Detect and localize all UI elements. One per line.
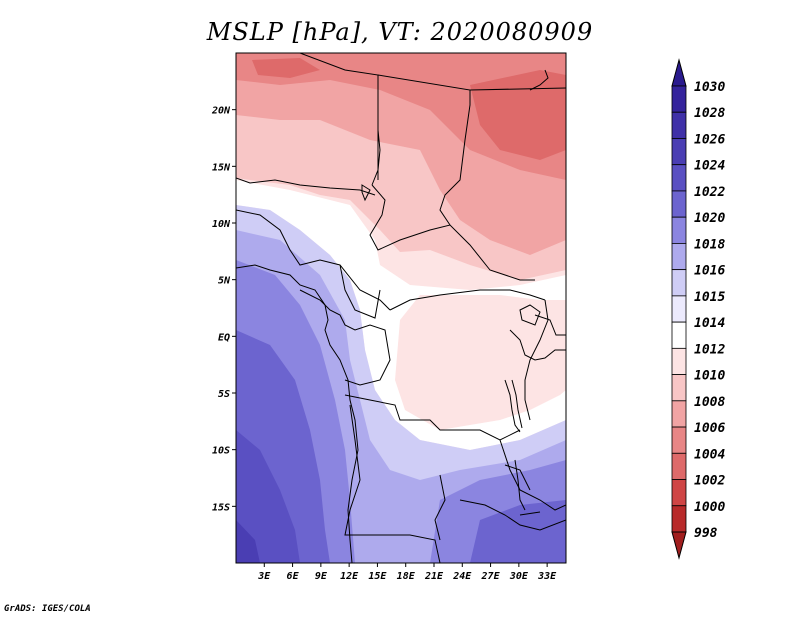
map-frame <box>235 52 567 564</box>
colorbar-label: 1014 <box>694 316 725 331</box>
lon-tick-label: 12E <box>340 571 359 582</box>
lat-tick-label: EQ <box>218 332 230 343</box>
lon-tick-label: 21E <box>424 571 444 582</box>
colorbar-segment <box>671 164 687 192</box>
colorbar-label: 1026 <box>694 132 725 147</box>
colorbar-segment <box>671 85 687 113</box>
colorbar-segment <box>671 295 687 323</box>
colorbar-segment <box>671 111 687 139</box>
colorbar-segment <box>671 505 687 533</box>
lat-tick-label: 10S <box>212 446 230 457</box>
colorbar-label: 1022 <box>694 185 725 200</box>
lon-tick-label: 27E <box>481 571 501 582</box>
colorbar-label: 1010 <box>694 369 725 384</box>
country-borders <box>236 53 566 563</box>
colorbar-segment <box>671 138 687 166</box>
colorbar-segment <box>671 479 687 507</box>
grads-credit: GrADS: IGES/COLA <box>4 604 91 614</box>
lat-tick-label: 5N <box>218 276 231 287</box>
lon-tick-label: 33E <box>537 571 557 582</box>
colorbar-label: 1030 <box>694 80 725 95</box>
colorbar-segment <box>671 452 687 480</box>
lon-tick-label: 3E <box>257 571 271 582</box>
colorbar-label: 1008 <box>694 395 725 410</box>
colorbar-label: 1002 <box>694 474 725 489</box>
colorbar-label: 1024 <box>694 159 725 174</box>
colorbar-segment <box>671 190 687 218</box>
colorbar-label: 1018 <box>694 237 725 252</box>
lon-tick-label: 9E <box>315 571 328 582</box>
colorbar-label: 998 <box>694 526 718 541</box>
colorbar-label: 1012 <box>694 342 725 357</box>
colorbar-label: 1015 <box>694 290 725 305</box>
colorbar-bottom-arrow <box>671 531 687 560</box>
map-title: MSLP [hPa], VT: 2020080909 <box>206 18 594 46</box>
lon-tick-label: 18E <box>397 571 416 582</box>
lat-tick-label: 5S <box>218 389 230 400</box>
colorbar-segment <box>671 216 687 244</box>
colorbar-top-arrow <box>671 58 687 87</box>
lat-tick-label: 10N <box>212 219 231 230</box>
colorbar-label: 1000 <box>694 500 725 515</box>
colorbar-label: 1028 <box>694 106 725 121</box>
colorbar-label: 1020 <box>694 211 725 226</box>
colorbar-segment <box>671 374 687 402</box>
coastlines <box>236 69 549 563</box>
colorbar-label: 1006 <box>694 421 725 436</box>
colorbar-segment <box>671 347 687 375</box>
lon-tick-label: 24E <box>452 571 472 582</box>
colorbar-segment <box>671 426 687 454</box>
lat-tick-label: 15S <box>212 502 230 513</box>
colorbar-segment <box>671 400 687 428</box>
lon-tick-label: 30E <box>509 571 529 582</box>
colorbar-segment <box>671 321 687 349</box>
lon-tick-label: 15E <box>368 571 387 582</box>
colorbar-segment <box>671 243 687 271</box>
colorbar-label: 1016 <box>694 264 725 279</box>
latitude-axis: 20N 15N 10N 5N EQ 5S 10S 15S <box>211 106 236 513</box>
pressure-field <box>236 53 566 563</box>
colorbar-label: 1004 <box>694 447 725 462</box>
longitude-axis: 3E 6E 9E 12E 15E 18E 21E 24E 27E 30E 33E <box>257 563 557 582</box>
lon-tick-label: 6E <box>287 571 300 582</box>
colorbar-segment <box>671 269 687 297</box>
lat-tick-label: 15N <box>212 162 231 173</box>
lat-tick-label: 20N <box>211 106 231 117</box>
